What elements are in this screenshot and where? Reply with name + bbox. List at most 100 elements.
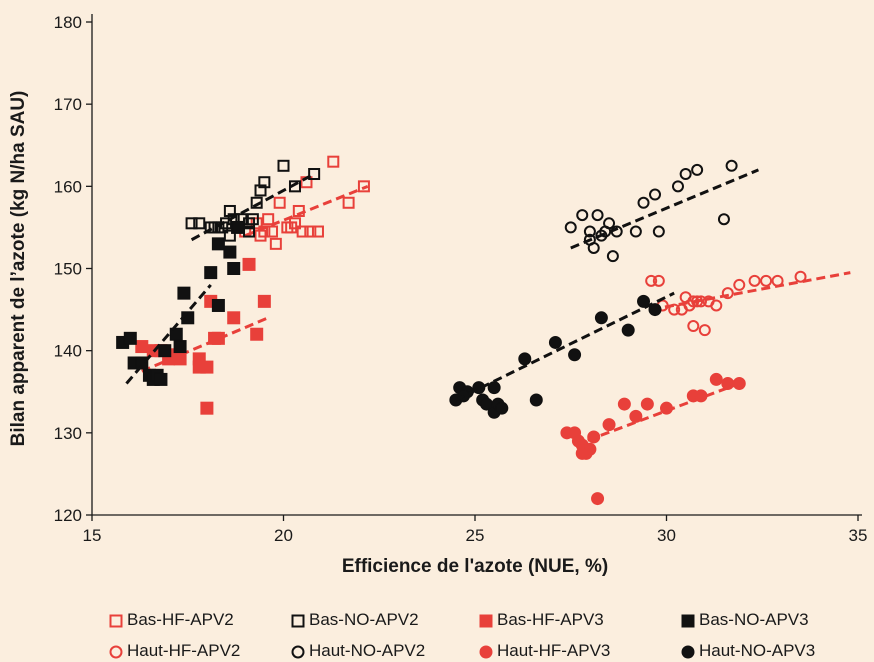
- x-axis-label: Efficience de l'azote (NUE, %): [342, 556, 608, 577]
- y-axis-label: Bilan apparent de l’azote (kg N/ha SAU): [8, 91, 29, 447]
- data-point: [583, 233, 596, 246]
- legend-marker: [681, 614, 695, 628]
- data-point: [760, 274, 773, 287]
- trend-line: [244, 184, 369, 238]
- legend-item: Bas-HF-APV3: [478, 610, 604, 630]
- data-point: [681, 614, 695, 628]
- data-point: [681, 645, 695, 659]
- data-point: [291, 614, 305, 628]
- data-point: [668, 303, 681, 316]
- x-tick-label: 20: [274, 526, 293, 545]
- data-point: [564, 221, 577, 234]
- legend-marker: [479, 614, 493, 628]
- data-point: [242, 257, 256, 271]
- data-point: [254, 184, 267, 197]
- legend-item: Haut-NO-APV2: [290, 641, 425, 661]
- legend-item: Haut-NO-APV3: [680, 641, 815, 661]
- y-tick-label: 150: [54, 260, 82, 279]
- data-point: [266, 225, 279, 238]
- series-bas-hf-apv3: [135, 257, 271, 415]
- data-point: [617, 397, 631, 411]
- data-point: [733, 278, 746, 291]
- data-point: [691, 295, 704, 308]
- data-point: [575, 446, 589, 460]
- y-tick-label: 160: [54, 177, 82, 196]
- data-point: [637, 294, 651, 308]
- data-point: [687, 320, 700, 333]
- data-point: [223, 204, 236, 217]
- axes: 120 130 140 150 160 170 180 15 20 25 30 35: [54, 13, 868, 545]
- data-point: [288, 180, 301, 193]
- trend-line: [650, 271, 851, 312]
- data-point: [262, 213, 275, 226]
- data-point: [342, 196, 355, 209]
- legend-item: Bas-NO-APV3: [680, 610, 809, 630]
- data-point: [606, 250, 619, 263]
- legend-label: Bas-HF-APV2: [127, 610, 234, 629]
- series-bas-no-apv2: [185, 159, 321, 242]
- data-point: [591, 492, 605, 506]
- legend-label: Haut-NO-APV3: [699, 641, 816, 660]
- legend-marker: [681, 645, 695, 659]
- data-point: [640, 397, 654, 411]
- y-tick-label: 180: [54, 13, 82, 32]
- data-point: [495, 401, 509, 415]
- data-point: [158, 344, 172, 358]
- series-bas-no-apv3: [116, 220, 245, 386]
- legend-item: Bas-HF-APV2: [108, 610, 234, 630]
- data-point: [109, 614, 123, 628]
- data-point: [717, 213, 730, 226]
- legend-marker: [109, 614, 123, 628]
- data-point: [583, 225, 596, 238]
- data-point: [794, 270, 807, 283]
- data-point: [479, 614, 493, 628]
- series-haut-no-apv2: [564, 159, 759, 263]
- data-point: [748, 274, 761, 287]
- data-point: [173, 340, 187, 354]
- data-point: [327, 155, 340, 168]
- data-point: [621, 323, 635, 337]
- data-point: [223, 229, 236, 242]
- data-point: [257, 294, 271, 308]
- trend-line: [190, 172, 315, 242]
- data-point: [296, 225, 309, 238]
- x-tick-label: 35: [849, 526, 868, 545]
- data-point: [311, 225, 324, 238]
- scatter-chart: 120 130 140 150 160 170 180 15 20 25 30 35 Efficien…: [8, 13, 868, 577]
- data-point: [208, 221, 221, 234]
- legend-label: Bas-NO-APV3: [699, 610, 809, 629]
- data-point: [710, 299, 723, 312]
- data-point: [211, 298, 225, 312]
- y-tick-label: 140: [54, 342, 82, 361]
- plot-area: [116, 155, 851, 506]
- data-point: [250, 196, 263, 209]
- legend-label: Haut-HF-APV2: [127, 641, 241, 660]
- series-haut-no-apv3: [449, 291, 675, 419]
- data-point: [231, 220, 245, 234]
- y-tick-label: 170: [54, 95, 82, 114]
- data-point: [529, 393, 543, 407]
- trend-line: [570, 168, 759, 250]
- data-point: [648, 303, 662, 317]
- data-point: [479, 645, 493, 659]
- data-point: [649, 188, 662, 201]
- data-point: [602, 418, 616, 432]
- trend-line: [574, 382, 740, 447]
- data-point: [637, 196, 650, 209]
- data-point: [709, 372, 723, 386]
- legend-marker: [109, 645, 123, 659]
- data-point: [721, 377, 735, 391]
- data-point: [109, 645, 123, 659]
- trend-line: [141, 316, 269, 373]
- data-point: [304, 225, 317, 238]
- data-point: [223, 245, 237, 259]
- data-point: [123, 331, 137, 345]
- data-point: [645, 274, 658, 287]
- x-tick-label: 30: [657, 526, 676, 545]
- data-point: [629, 409, 643, 423]
- legend-label: Haut-HF-APV3: [497, 641, 611, 660]
- data-point: [211, 237, 225, 251]
- legend-item: Haut-HF-APV2: [108, 641, 240, 661]
- data-point: [200, 401, 214, 415]
- data-point: [691, 163, 704, 176]
